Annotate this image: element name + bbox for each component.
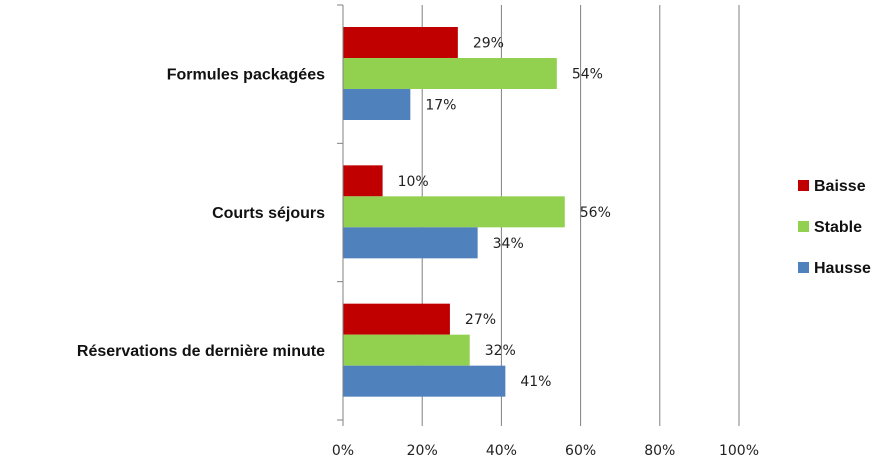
legend-label: Baisse (814, 178, 866, 195)
x-tick-label: 40% (486, 443, 517, 459)
bar-stable (343, 58, 557, 89)
x-tick-label: 80% (644, 443, 675, 459)
labels-layer: 0% 20% 40% 60% 80% 100% Formules packagées 29% 5… (77, 36, 759, 460)
data-label: 54% (572, 67, 603, 83)
legend-swatch-baisse (798, 180, 809, 191)
x-tick-label: 0% (332, 443, 354, 459)
category-label: Courts séjours (212, 205, 325, 222)
bar-baisse (343, 303, 450, 335)
legend-swatch-stable (798, 221, 809, 232)
bar-stable (343, 334, 470, 366)
category-label: Formules packagées (167, 67, 325, 84)
legend-label: Stable (814, 219, 862, 236)
data-label: 17% (425, 98, 456, 114)
data-label: 32% (485, 343, 516, 359)
x-tick-label: 20% (407, 443, 438, 459)
bars-layer (343, 27, 565, 397)
x-tick-label: 60% (565, 443, 596, 459)
data-label: 41% (520, 374, 551, 390)
data-label: 10% (398, 174, 429, 190)
data-label: 29% (473, 36, 504, 52)
bar-baisse (343, 165, 383, 197)
data-label: 34% (493, 236, 524, 252)
bar-stable (343, 196, 565, 228)
data-label: 27% (465, 312, 496, 328)
legend-swatch-hausse (798, 262, 809, 273)
bar-hausse (343, 227, 478, 259)
category-label: Réservations de dernière minute (77, 343, 325, 360)
legend: Baisse Stable Hausse (798, 178, 871, 277)
x-tick-label: 100% (719, 443, 759, 459)
bar-baisse (343, 27, 458, 58)
legend-label: Hausse (814, 260, 871, 277)
bar-hausse (343, 89, 411, 120)
data-label: 56% (580, 205, 611, 221)
bar-hausse (343, 365, 506, 397)
axis-layer (337, 4, 740, 426)
